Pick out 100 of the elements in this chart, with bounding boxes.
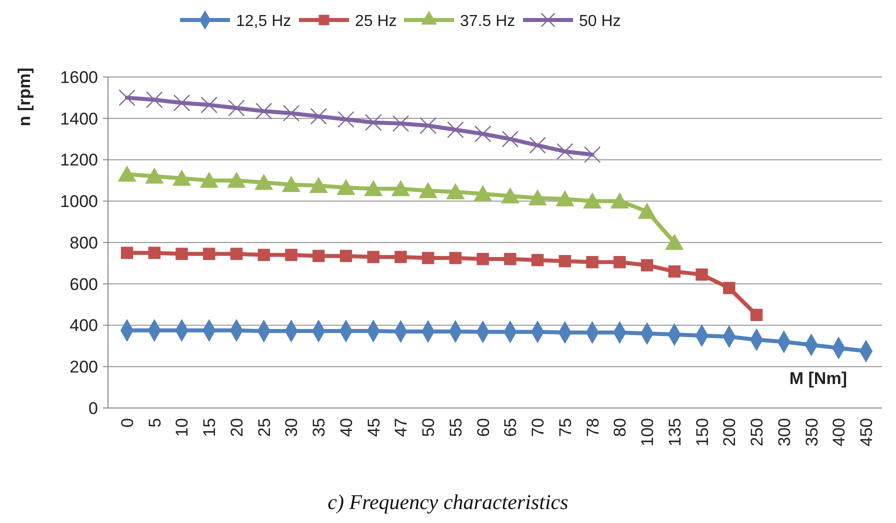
x-tick-label: 350 xyxy=(802,418,822,446)
point xyxy=(614,256,626,268)
point xyxy=(529,136,546,154)
x-tick-label: 200 xyxy=(720,418,740,446)
x-tick-label: 300 xyxy=(774,418,794,446)
point xyxy=(723,282,736,294)
text: c) Frequency characteristics xyxy=(328,490,568,514)
point xyxy=(500,187,520,204)
x-tick-label: 65 xyxy=(501,418,520,437)
x-tick-label: 75 xyxy=(556,418,575,437)
y-tick-label: 400 xyxy=(70,316,98,336)
point xyxy=(338,111,354,128)
point xyxy=(696,268,708,281)
point xyxy=(227,172,246,188)
x-tick-label: 450 xyxy=(857,418,876,446)
point xyxy=(394,250,407,264)
point xyxy=(582,192,602,208)
x-tick-label: 250 xyxy=(748,418,767,446)
point xyxy=(336,178,356,196)
point xyxy=(367,250,380,264)
x-tick-label: 45 xyxy=(364,418,384,437)
y-tick-label: 200 xyxy=(70,358,98,377)
x-tick-label: 135 xyxy=(665,418,684,446)
point xyxy=(173,94,190,112)
point xyxy=(558,254,572,268)
x-tick-label: 30 xyxy=(282,418,302,437)
point xyxy=(447,121,464,138)
point xyxy=(474,126,492,142)
x-tick-label: 20 xyxy=(227,418,246,437)
point xyxy=(172,170,192,186)
point xyxy=(420,117,436,134)
point xyxy=(120,246,134,259)
legend-label: 12,5 Hz xyxy=(236,13,292,30)
x-tick-label: 35 xyxy=(310,418,329,437)
x-axis-title: M [Nm] xyxy=(789,369,847,388)
point xyxy=(638,202,656,219)
x-tick-label: 60 xyxy=(474,418,493,437)
point xyxy=(422,252,434,264)
x-tick-label: 5 xyxy=(145,418,164,428)
point xyxy=(586,256,598,268)
point xyxy=(668,265,681,278)
point xyxy=(146,91,163,108)
point xyxy=(640,259,654,272)
point xyxy=(502,130,519,148)
point xyxy=(258,248,270,262)
point xyxy=(200,96,218,114)
x-tick-label: 50 xyxy=(419,418,438,437)
point xyxy=(474,185,492,202)
point xyxy=(391,180,410,196)
point xyxy=(255,102,272,120)
point xyxy=(118,165,136,182)
point xyxy=(200,172,218,188)
x-tick-label: 150 xyxy=(692,418,712,446)
point xyxy=(531,254,544,266)
x-tick-label: 0 xyxy=(118,418,137,428)
point xyxy=(556,190,574,206)
point xyxy=(364,180,383,196)
point xyxy=(285,248,298,262)
point xyxy=(340,250,352,262)
point xyxy=(254,174,274,190)
y-axis-title: n [rpm] xyxy=(15,68,34,126)
point xyxy=(610,192,629,208)
y-tick-label: 600 xyxy=(70,274,98,294)
point xyxy=(312,250,325,262)
point xyxy=(118,89,136,106)
point xyxy=(309,176,328,193)
point xyxy=(750,308,763,322)
x-tick-label: 15 xyxy=(200,418,220,437)
x-tick-label: 400 xyxy=(830,418,849,446)
point xyxy=(310,108,327,125)
point xyxy=(584,146,601,163)
x-tick-label: 78 xyxy=(583,418,602,437)
point xyxy=(476,252,489,266)
y-tick-label: 800 xyxy=(70,233,98,252)
legend-label: 37.5 Hz xyxy=(460,13,516,30)
y-tick-label: 1000 xyxy=(60,192,98,212)
legend-label: 50 Hz xyxy=(579,13,621,30)
point xyxy=(148,246,160,259)
point xyxy=(528,189,547,206)
x-tick-label: 40 xyxy=(336,418,356,437)
point xyxy=(230,248,243,260)
point xyxy=(145,168,164,184)
point xyxy=(504,252,516,266)
y-tick-label: 1600 xyxy=(60,68,98,87)
x-tick-label: 25 xyxy=(254,418,274,437)
y-tick-label: 1200 xyxy=(60,150,98,170)
point xyxy=(665,234,684,250)
y-tick-label: 1400 xyxy=(60,109,98,128)
x-tick-label: 80 xyxy=(610,418,630,437)
point xyxy=(202,248,216,260)
point xyxy=(228,100,245,116)
point xyxy=(282,176,301,192)
point xyxy=(176,248,188,260)
x-tick-label: 70 xyxy=(528,418,548,437)
point xyxy=(364,114,382,131)
point xyxy=(418,182,438,198)
point xyxy=(556,143,574,160)
point xyxy=(282,104,300,122)
legend-label: 25 Hz xyxy=(355,13,397,30)
x-tick-label: 100 xyxy=(638,418,658,446)
